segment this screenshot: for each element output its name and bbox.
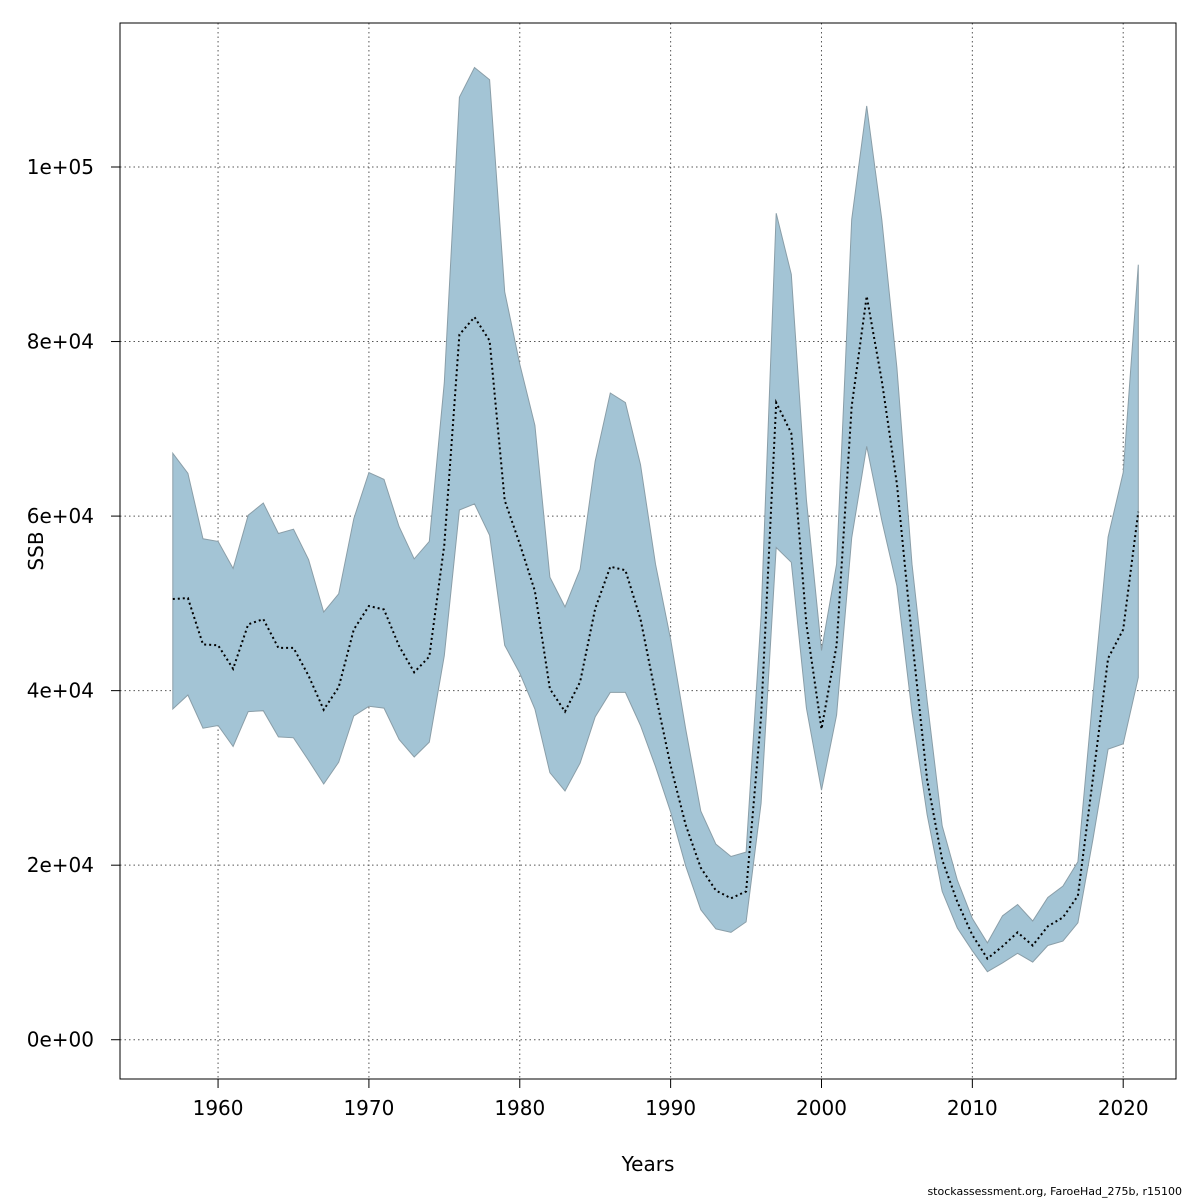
y-tick-label: 8e+04 <box>27 330 94 354</box>
x-tick-label: 2020 <box>1098 1096 1149 1120</box>
footer-credit: stockassessment.org, FaroeHad_275b, r151… <box>927 1185 1182 1198</box>
y-tick-label: 2e+04 <box>27 853 94 877</box>
ssb-estimate-line <box>172 296 1140 961</box>
x-tick-label: 1960 <box>193 1096 244 1120</box>
plot-frame <box>119 22 1177 1080</box>
x-tick-label: 1970 <box>343 1096 394 1120</box>
y-tick-label: 1e+05 <box>27 155 94 179</box>
x-tick-label: 1990 <box>645 1096 696 1120</box>
y-tick-label: 4e+04 <box>27 679 94 703</box>
x-axis: 1960 1970 1980 1990 2000 2010 2020 <box>193 1079 1149 1120</box>
x-tick-label: 2000 <box>796 1096 847 1120</box>
x-tick-label: 1980 <box>494 1096 545 1120</box>
x-axis-title: Years <box>621 1152 675 1176</box>
confidence-band <box>172 66 1139 973</box>
y-axis-title: SSB <box>24 531 48 570</box>
y-tick-label: 6e+04 <box>27 504 94 528</box>
y-axis: 0e+00 2e+04 4e+04 6e+04 8e+04 1e+05 <box>27 155 120 1052</box>
y-tick-label: 0e+00 <box>27 1028 94 1052</box>
x-tick-label: 2010 <box>947 1096 998 1120</box>
